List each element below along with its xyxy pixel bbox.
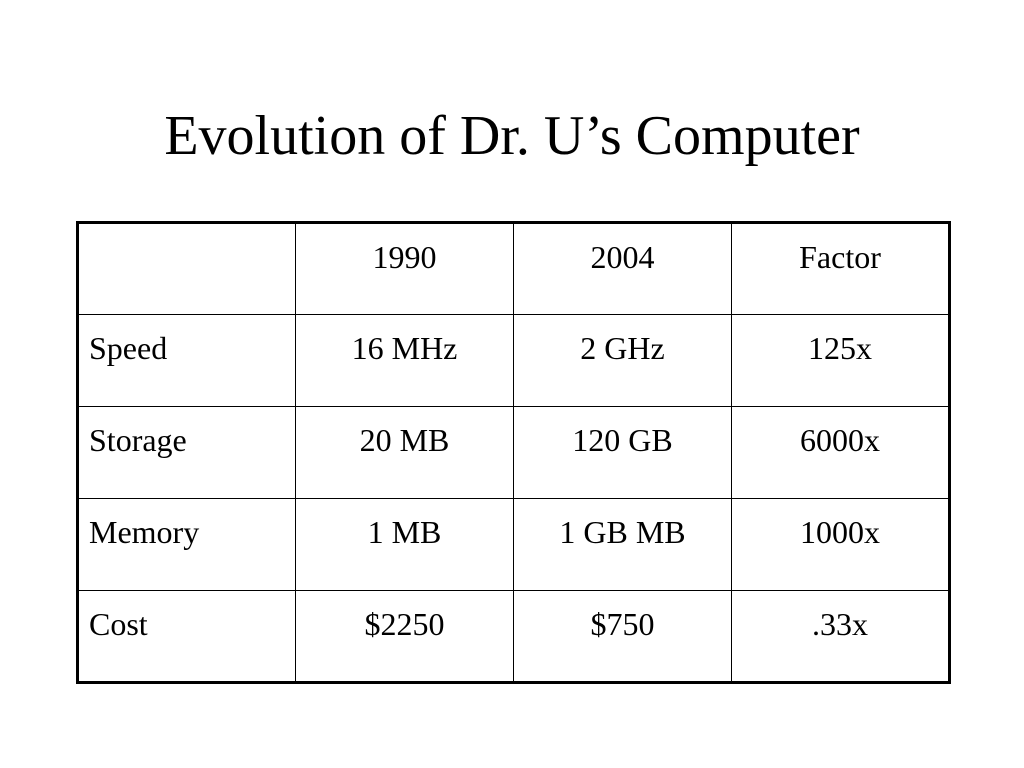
- table-header-row: 1990 2004 Factor: [77, 222, 950, 315]
- table-row-storage: Storage 20 MB 120 GB 6000x: [77, 406, 950, 499]
- cell-factor: 125x: [731, 314, 950, 407]
- cell-1990: $2250: [295, 590, 514, 683]
- header-cell-2004: 2004: [513, 222, 732, 315]
- comparison-table: 1990 2004 Factor Speed 16 MHz 2 GHz 125x…: [76, 221, 951, 684]
- cell-1990: 20 MB: [295, 406, 514, 499]
- table-row-cost: Cost $2250 $750 .33x: [77, 590, 950, 683]
- row-label: Speed: [77, 314, 296, 407]
- header-cell-1990: 1990: [295, 222, 514, 315]
- cell-1990: 16 MHz: [295, 314, 514, 407]
- cell-2004: $750: [513, 590, 732, 683]
- header-cell-factor: Factor: [731, 222, 950, 315]
- cell-factor: 1000x: [731, 498, 950, 591]
- table-row-memory: Memory 1 MB 1 GB MB 1000x: [77, 498, 950, 591]
- row-label: Storage: [77, 406, 296, 499]
- cell-factor: 6000x: [731, 406, 950, 499]
- cell-1990: 1 MB: [295, 498, 514, 591]
- cell-2004: 120 GB: [513, 406, 732, 499]
- cell-factor: .33x: [731, 590, 950, 683]
- table-row-speed: Speed 16 MHz 2 GHz 125x: [77, 314, 950, 407]
- cell-2004: 2 GHz: [513, 314, 732, 407]
- slide-title: Evolution of Dr. U’s Computer: [164, 105, 860, 167]
- row-label: Memory: [77, 498, 296, 591]
- header-cell-empty: [77, 222, 296, 315]
- cell-2004: 1 GB MB: [513, 498, 732, 591]
- row-label: Cost: [77, 590, 296, 683]
